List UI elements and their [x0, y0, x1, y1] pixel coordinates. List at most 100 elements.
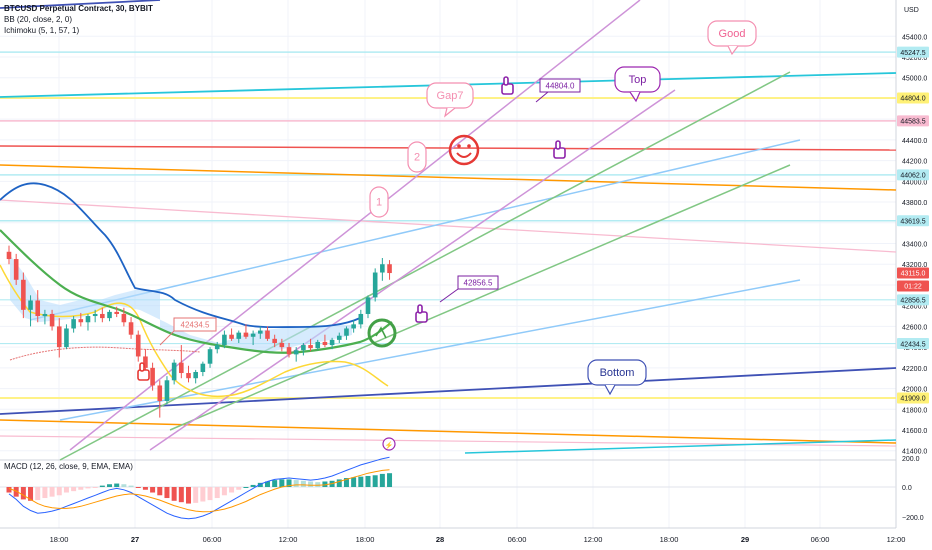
- smiley-icon: [448, 134, 480, 166]
- candle-body: [286, 347, 292, 355]
- price-axis-label: 43400.0: [902, 242, 927, 249]
- macd-bar: [78, 487, 84, 490]
- hand-pointer-icon: [501, 76, 514, 95]
- candle: [315, 339, 321, 351]
- candle: [128, 317, 134, 339]
- price-level-box-text: 41909.0: [900, 396, 925, 403]
- price-level-box-text: 01:22: [904, 284, 922, 291]
- macd-bar: [6, 487, 12, 493]
- price-axis-label: 41800.0: [902, 407, 927, 414]
- price-level-box: 42434.5: [897, 338, 929, 350]
- price-level-box: 45247.5: [897, 46, 929, 58]
- check-circle-icon: [367, 318, 397, 348]
- candle-body: [250, 333, 256, 337]
- candle-body: [143, 356, 148, 368]
- label-42434-text: 42434.5: [181, 321, 210, 330]
- callout-good: Good: [707, 20, 757, 56]
- label-44804-box: [539, 78, 581, 93]
- price-level-box-bg: [897, 294, 929, 306]
- price-axis-label: 42600.0: [902, 324, 927, 331]
- candle-body: [358, 313, 364, 325]
- macd-bar: [264, 481, 270, 487]
- candle: [293, 347, 299, 362]
- price-axis-label: 44400.0: [902, 138, 927, 145]
- time-axis-label: 18:00: [50, 535, 69, 544]
- candle: [351, 320, 356, 333]
- candle: [56, 318, 62, 358]
- candle: [250, 330, 256, 346]
- lightning-icon: ⚡: [382, 437, 396, 451]
- candle-body: [35, 300, 41, 317]
- price-level-box: 44062.0: [897, 169, 929, 181]
- candle-body: [265, 330, 270, 339]
- candle-body: [193, 371, 198, 379]
- indicator-macd[interactable]: MACD (12, 26, close, 9, EMA, EMA): [4, 462, 133, 471]
- price-level-box-text: 44583.5: [900, 119, 925, 126]
- macd-bar: [121, 484, 127, 487]
- time-axis-label: 18:00: [356, 535, 375, 544]
- candle-body: [229, 334, 234, 339]
- macd-bar: [293, 480, 299, 487]
- candle: [344, 326, 349, 340]
- label-42434: 42434.5: [173, 317, 217, 332]
- macd-bar: [300, 480, 306, 487]
- macd-bar: [358, 476, 364, 487]
- macd-bar: [42, 487, 48, 499]
- callout-2-box: [407, 141, 427, 173]
- candle: [64, 324, 69, 350]
- candle: [279, 338, 285, 352]
- macd-bar: [13, 487, 19, 497]
- macd-bar: [71, 487, 77, 492]
- candle-body: [164, 380, 170, 402]
- time-axis-label: 12:00: [887, 535, 906, 544]
- macd-bar: [315, 482, 321, 487]
- price-level-box: 42856.5: [897, 294, 929, 306]
- hand-pointer-icon: [415, 304, 428, 323]
- price-level-box-bg: [897, 338, 929, 350]
- indicator-bb[interactable]: BB (20, close, 2, 0): [4, 15, 73, 24]
- candle: [121, 307, 127, 327]
- label-42856-pointer: [439, 288, 459, 303]
- candle: [272, 334, 277, 348]
- macd-bar: [107, 484, 113, 487]
- price-axis-label: 43200.0: [902, 262, 927, 269]
- time-axis-label: 28: [436, 535, 444, 544]
- candle-body: [344, 328, 349, 336]
- price-level-box-text: 42856.5: [900, 298, 925, 305]
- candle-body: [128, 322, 134, 335]
- candle: [372, 268, 378, 302]
- trend-line: [0, 419, 897, 444]
- candle: [329, 337, 335, 350]
- candle: [236, 330, 242, 343]
- macd-bar: [322, 481, 328, 487]
- price-level-box-text: 44804.0: [900, 96, 925, 103]
- price-axis-label: 42200.0: [902, 366, 927, 373]
- price-level-box-text: 43619.5: [900, 218, 925, 225]
- candle: [107, 309, 112, 322]
- candle-body: [222, 334, 227, 346]
- trend-line: [0, 145, 897, 151]
- callout-top-text: Top: [629, 74, 647, 86]
- time-axis-label: 06:00: [203, 535, 222, 544]
- price-axis-label: 44200.0: [902, 159, 927, 166]
- price-level-box-bg: [897, 267, 929, 279]
- candle-body: [214, 345, 220, 350]
- callout-1: 1: [369, 186, 389, 218]
- macd-bar: [157, 487, 163, 496]
- callout-2-text: 2: [414, 152, 420, 164]
- callout-gap-text: Gap7: [437, 90, 464, 102]
- candle-body: [49, 313, 55, 327]
- indicator-ichimoku[interactable]: Ichimoku (5, 1, 57, 1): [4, 26, 80, 35]
- price-level-box-bg: [897, 392, 929, 404]
- macd-bar: [135, 487, 141, 488]
- macd-bar: [200, 487, 206, 502]
- price-level-box-bg: [897, 215, 929, 227]
- macd-bar: [214, 487, 220, 499]
- currency-label[interactable]: USD: [904, 7, 919, 14]
- candle-body: [279, 342, 285, 348]
- callout-good-tail: [727, 45, 739, 56]
- macd-bar: [236, 487, 242, 490]
- candle: [380, 258, 385, 281]
